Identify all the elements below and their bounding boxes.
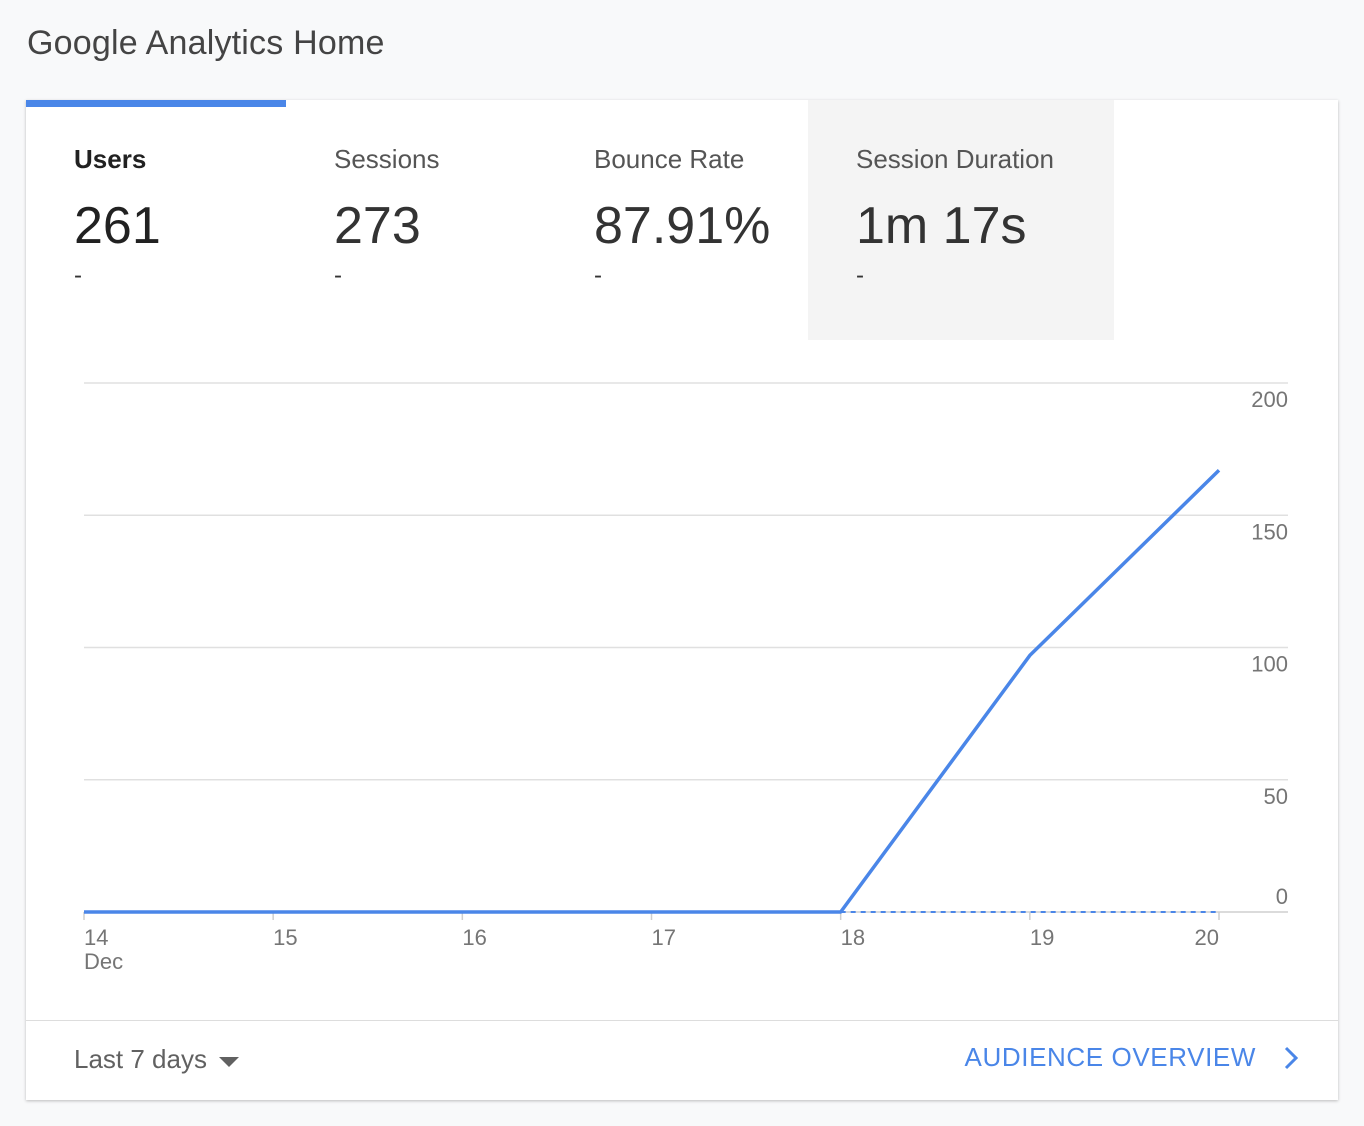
tab-sessions[interactable]: Sessions 273 - — [286, 100, 546, 340]
tab-users[interactable]: Users 261 - — [26, 100, 286, 340]
date-range-label: Last 7 days — [74, 1044, 207, 1074]
date-range-dropdown[interactable]: Last 7 days — [74, 1044, 239, 1075]
tab-label: Sessions — [334, 144, 440, 174]
y-tick-label: 0 — [1276, 884, 1288, 909]
x-tick-label: 17 — [652, 925, 676, 950]
x-tick-sublabel: Dec — [84, 949, 123, 974]
caret-down-icon — [218, 1056, 239, 1067]
y-tick-label: 200 — [1251, 387, 1288, 412]
y-tick-label: 50 — [1264, 784, 1288, 809]
tab-label: Session Duration — [856, 144, 1054, 174]
x-tick-label: 16 — [462, 925, 486, 950]
tab-bounce-rate[interactable]: Bounce Rate 87.91% - — [546, 100, 806, 340]
y-tick-label: 100 — [1251, 652, 1288, 677]
tab-change: - — [74, 262, 82, 289]
series-line — [84, 469, 1221, 914]
x-tick-label: 18 — [841, 925, 865, 950]
chevron-right-icon — [1284, 1046, 1299, 1069]
footer-divider — [26, 1020, 1338, 1021]
tab-value: 261 — [74, 197, 161, 255]
audience-overview-link[interactable]: AUDIENCE OVERVIEW — [965, 1042, 1300, 1073]
x-tick-label: 20 — [1195, 925, 1219, 950]
tab-value: 1m 17s — [856, 197, 1027, 255]
tab-value: 273 — [334, 197, 421, 255]
tab-change: - — [856, 262, 864, 289]
page-title: Google Analytics Home — [27, 24, 385, 62]
x-tick-label: 19 — [1030, 925, 1054, 950]
tab-value: 87.91% — [594, 197, 771, 255]
x-tick-label: 14 — [84, 925, 108, 950]
tab-change: - — [594, 262, 602, 289]
metric-tabs: Users 261 - Sessions 273 - Bounce Rate 8… — [26, 100, 1114, 340]
audience-overview-label: AUDIENCE OVERVIEW — [964, 1042, 1256, 1072]
analytics-card: Users 261 - Sessions 273 - Bounce Rate 8… — [26, 100, 1338, 1100]
x-tick-label: 15 — [273, 925, 297, 950]
y-tick-label: 150 — [1251, 519, 1288, 544]
active-tab-indicator — [26, 100, 286, 107]
tab-label: Bounce Rate — [594, 144, 745, 174]
tab-session-duration[interactable]: Session Duration 1m 17s - — [808, 100, 1114, 340]
tab-label: Users — [74, 144, 147, 174]
tab-change: - — [334, 262, 342, 289]
